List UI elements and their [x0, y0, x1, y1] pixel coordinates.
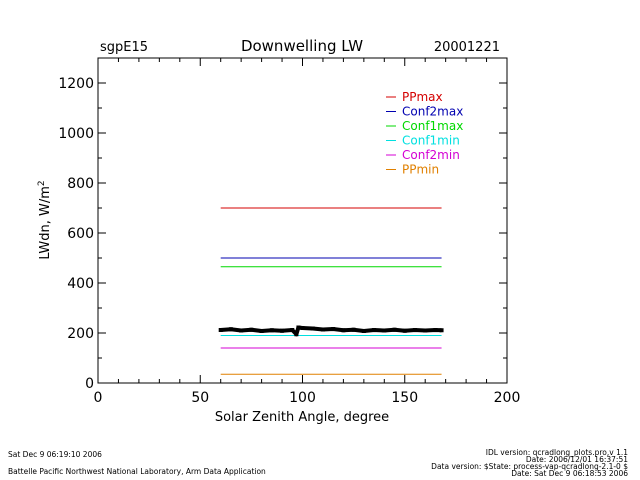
observed-point — [296, 325, 301, 330]
date-label: 20001221 — [434, 40, 500, 55]
observed-point — [372, 328, 377, 332]
y-tick-label: 1200 — [58, 76, 94, 92]
chart-title: Downwelling LW — [241, 37, 363, 55]
idl-version: IDL version: qcradlong_plots.pro,v 1.1 — [486, 448, 628, 457]
x-tick-label: 0 — [94, 390, 103, 406]
data-date: Date: Sat Dec 9 06:18:53 2006 — [511, 469, 628, 478]
observed-point — [310, 326, 315, 331]
x-axis-ticks: 0 50 100 150 200 — [94, 58, 521, 406]
observed-point — [331, 327, 336, 331]
observed-point — [341, 328, 346, 333]
observed-point — [320, 327, 325, 332]
observed-point — [259, 329, 264, 333]
y-axis-ticks: 0 200 400 600 800 1000 1200 — [58, 76, 507, 392]
observed-point — [402, 328, 407, 333]
observed-point — [290, 328, 295, 332]
data-version: Data version: $State: process-vap-qcradl… — [431, 462, 628, 471]
observed-point — [218, 328, 223, 332]
legend-label: Conf2min — [402, 148, 460, 162]
observed-point — [249, 327, 254, 332]
legend-label: Conf1max — [402, 119, 463, 133]
observed-point — [423, 328, 428, 333]
y-tick-label: 0 — [85, 376, 94, 392]
observed-point — [294, 332, 299, 337]
observed-line — [220, 325, 442, 337]
observed-point — [433, 328, 438, 332]
legend: PPmaxConf2maxConf1maxConf1minConf2minPPm… — [386, 90, 463, 177]
y-tick-label: 1000 — [58, 126, 94, 142]
observed-data — [218, 325, 444, 337]
observed-point — [228, 327, 233, 332]
observed-point — [392, 327, 397, 332]
observed-point — [239, 328, 244, 333]
x-tick-label: 200 — [494, 390, 521, 406]
x-axis-label: Solar Zenith Angle, degree — [215, 410, 389, 425]
observed-point — [439, 328, 444, 333]
y-axis-label-superscript: 2 — [37, 180, 47, 186]
observed-point — [280, 328, 285, 333]
observed-point — [269, 328, 274, 333]
observed-point — [382, 328, 387, 333]
x-tick-label: 100 — [289, 390, 316, 406]
series-lines — [220, 207, 442, 375]
legend-label: Conf2max — [402, 105, 463, 119]
observed-point — [300, 326, 305, 330]
y-tick-label: 400 — [67, 276, 94, 292]
file-date: Date: 2006/12/01 16:37:51 — [526, 455, 628, 464]
site-label: sgpE15 — [100, 40, 148, 55]
observed-point — [351, 327, 356, 332]
observed-point — [361, 329, 366, 333]
y-tick-label: 600 — [67, 226, 94, 242]
x-tick-label: 50 — [191, 390, 209, 406]
legend-label: Conf1min — [402, 134, 460, 148]
generated-date: Sat Dec 9 06:19:10 2006 — [8, 450, 102, 459]
legend-label: PPmin — [402, 163, 439, 177]
observed-point — [412, 328, 417, 332]
y-tick-label: 200 — [67, 326, 94, 342]
legend-label: PPmax — [402, 90, 443, 104]
y-tick-label: 800 — [67, 176, 94, 192]
lab-credit: Battelle Pacific Northwest National Labo… — [8, 467, 266, 476]
y-axis-label: LWdn, W/m2 — [37, 180, 53, 259]
x-tick-label: 150 — [391, 390, 418, 406]
